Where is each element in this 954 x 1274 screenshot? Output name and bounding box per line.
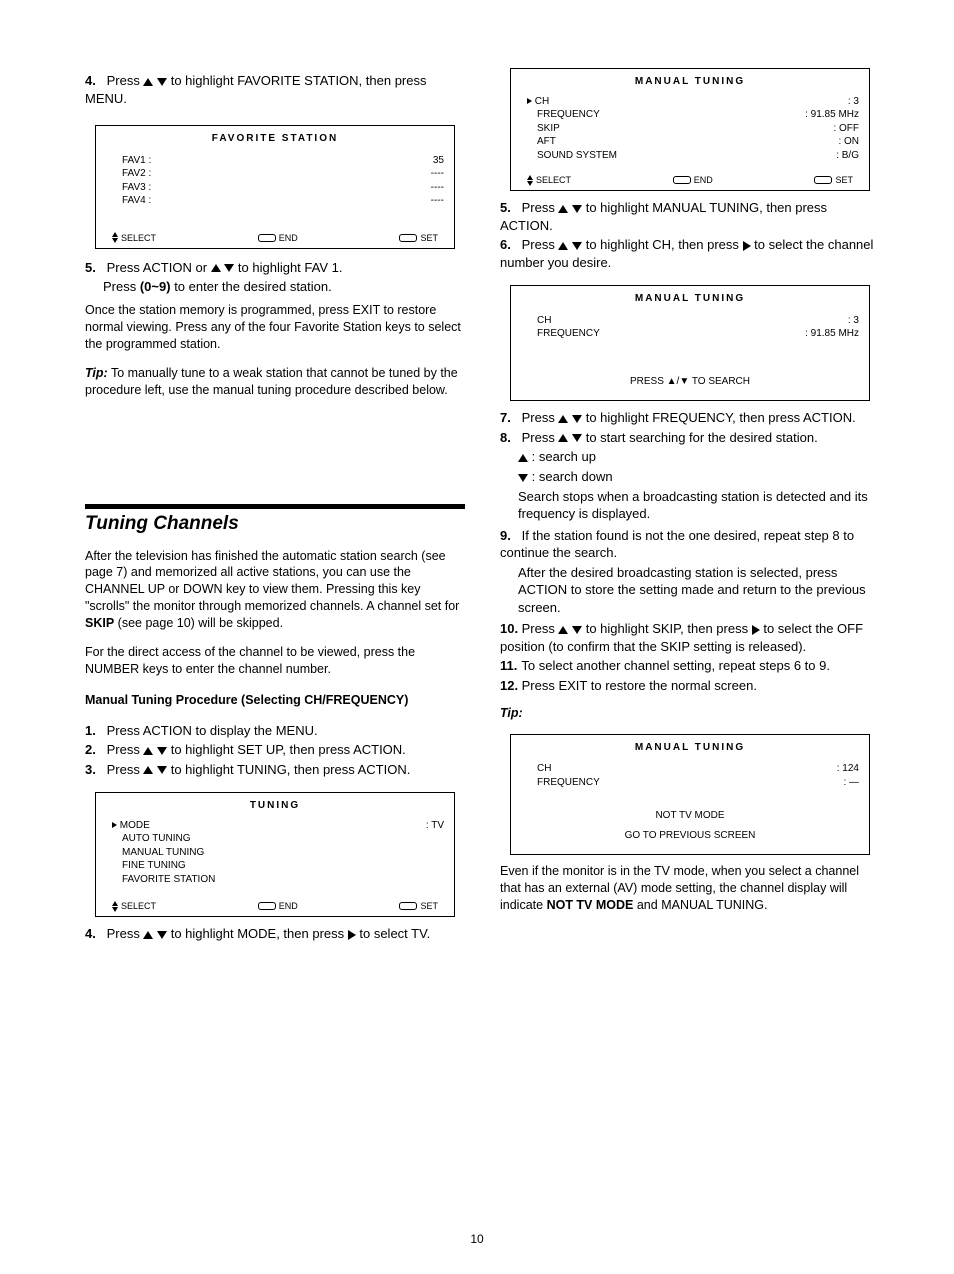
screen-not-tv-mode: MANUAL TUNING CH: 124 FREQUENCY: — NOT T… [510,734,870,856]
step-7r: 7. Press to highlight FREQUENCY, then pr… [500,409,880,427]
manual-step-1: 1. Press ACTION to display the MENU. [85,722,465,740]
up-icon [143,766,153,774]
search-prompt: PRESS ▲/▼ TO SEARCH [521,375,859,389]
down-icon [572,626,582,634]
screen-favorite-station: FAVORITE STATION FAV1 :35 FAV2 :---- FAV… [95,125,455,249]
tuning-intro: After the television has finished the au… [85,548,465,632]
down-icon [572,242,582,250]
step-8r: 8. Press to start searching for the desi… [500,429,880,447]
tip-body-right: Even if the monitor is in the TV mode, w… [500,863,880,914]
section-heading: Tuning Channels [85,513,465,535]
up-icon [558,242,568,250]
page-root: 4. Press to highlight FAVORITE STATION, … [0,0,954,1274]
step-12r: 12. Press EXIT to restore the normal scr… [500,677,880,695]
cursor-icon [527,98,532,104]
screen-title: MANUAL TUNING [521,741,859,755]
screen-title: TUNING [106,799,444,813]
tip-manual: Tip: To manually tune to a weak station … [85,365,465,399]
screen-tuning: TUNING MODE: TV AUTO TUNING MANUAL TUNIN… [95,792,455,917]
screen-manual-tuning: MANUAL TUNING CH: 3 FREQUENCY: 91.85 MHz… [510,68,870,191]
manual-tuning-heading: Manual Tuning Procedure (Selecting CH/FR… [85,692,465,709]
manual-step-3: 3. Press to highlight TUNING, then press… [85,761,465,779]
up-icon [143,747,153,755]
tip-label-right: Tip: [500,705,880,722]
step-6r: 6. Press to highlight CH, then press to … [500,236,880,271]
down-icon [572,434,582,442]
up-icon [518,454,528,462]
step-4: 4. Press to highlight FAVORITE STATION, … [85,72,465,107]
up-icon [211,264,221,272]
down-icon [572,415,582,423]
screen-manual-tuning-search: MANUAL TUNING CH: 3 FREQUENCY: 91.85 MHz… [510,285,870,401]
down-icon [572,205,582,213]
hint-set: SET [399,232,438,244]
hint-end: END [258,232,298,244]
down-icon [157,766,167,774]
screen-title: MANUAL TUNING [521,75,859,89]
step-9r: 9. If the station found is not the one d… [500,527,880,562]
right-icon [743,241,751,251]
up-icon [143,78,153,86]
right-icon [348,930,356,940]
down-icon [518,474,528,482]
down-icon [224,264,234,272]
screen-title: MANUAL TUNING [521,292,859,306]
down-icon [157,931,167,939]
restore-intro: Once the station memory is programmed, p… [85,302,465,353]
manual-step-4: 4. Press to highlight MODE, then press t… [85,925,465,943]
step-10r: 10. Press to highlight SKIP, then press … [500,620,880,655]
section-divider [85,504,465,509]
page-number: 10 [0,1232,954,1246]
up-icon [143,931,153,939]
screen-title: FAVORITE STATION [106,132,444,146]
up-icon [558,205,568,213]
manual-step-2: 2. Press to highlight SET UP, then press… [85,741,465,759]
up-icon [558,415,568,423]
cursor-icon [112,822,117,828]
hint-select: SELECT [112,232,156,244]
right-icon [752,625,760,635]
step-11r: 11. To select another channel setting, r… [500,657,880,675]
down-icon [157,747,167,755]
down-icon [157,78,167,86]
up-icon [558,434,568,442]
step-5: 5. Press ACTION or to highlight FAV 1. [85,259,465,277]
step-5r: 5. Press to highlight MANUAL TUNING, the… [500,199,880,234]
up-icon [558,626,568,634]
